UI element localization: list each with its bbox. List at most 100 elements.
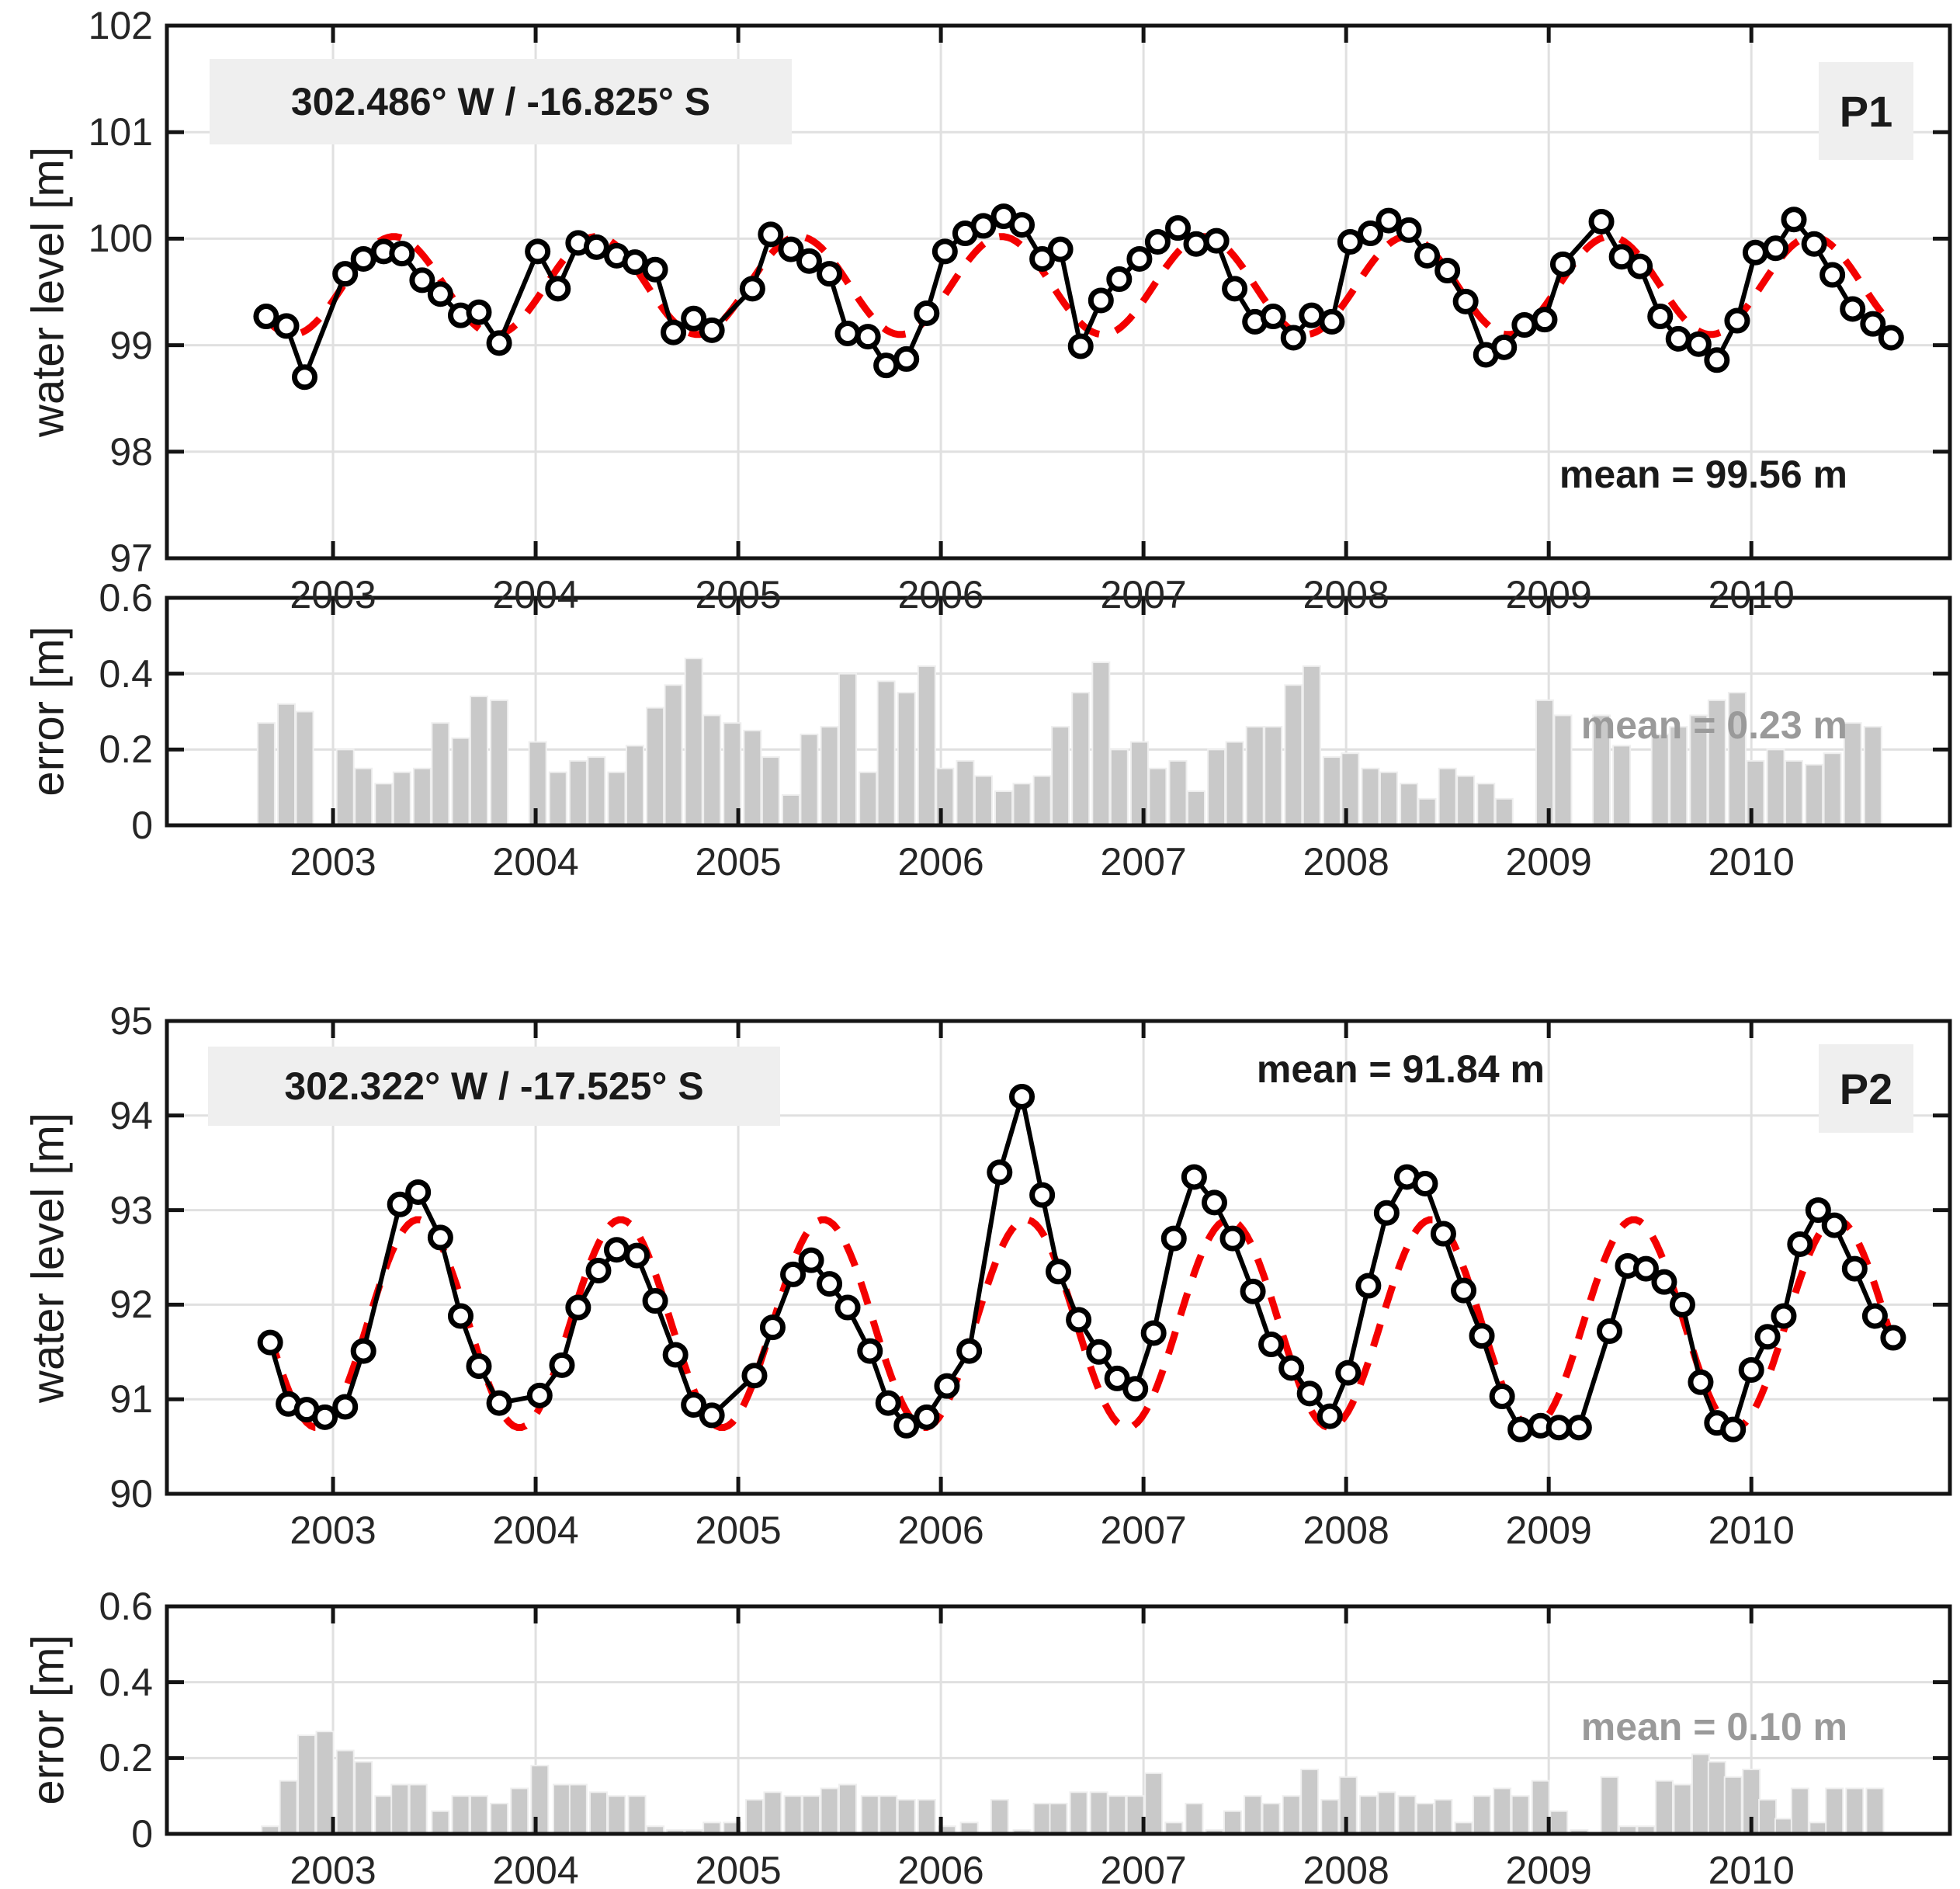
data-point-marker [956, 1338, 983, 1364]
error-bar [664, 684, 683, 826]
error-bar [1300, 1768, 1320, 1835]
data-point-marker [834, 321, 861, 347]
data-point-marker [1430, 1221, 1456, 1247]
data-point-marker [1126, 245, 1153, 272]
error-bar [390, 1783, 410, 1835]
p1-error-y-tick-label: 0 [131, 804, 153, 847]
data-point-marker [1335, 1359, 1362, 1386]
error-bar [917, 665, 936, 827]
p2-error-tick-marks [167, 1604, 1950, 1836]
error-bar [820, 1787, 839, 1835]
error-bar [1338, 1776, 1358, 1835]
p2-water-x-tick-label: 2003 [290, 1509, 376, 1552]
error-bar [1600, 1776, 1619, 1835]
data-point-marker [1469, 1323, 1495, 1349]
error-bar [374, 783, 394, 826]
data-point-marker [1337, 229, 1363, 255]
error-bar [297, 1734, 317, 1835]
data-point-marker [1821, 1212, 1847, 1238]
data-point-marker [741, 1363, 768, 1389]
p2-error-x-tick-label: 2007 [1100, 1849, 1187, 1889]
error-bar [548, 771, 567, 827]
p2-water-x-tick-label: 2010 [1708, 1509, 1795, 1552]
error-bar [897, 692, 916, 826]
data-point-marker [1545, 1415, 1572, 1441]
data-point-marker [1316, 1403, 1343, 1429]
p1-water-x-tick-label: 2009 [1505, 573, 1592, 616]
error-bar [1415, 1802, 1434, 1835]
error-bar [1207, 748, 1226, 826]
error-bar [838, 672, 858, 827]
error-bar [646, 707, 665, 826]
p2-water-x-tick-label: 2007 [1100, 1509, 1187, 1552]
data-point-marker [1627, 253, 1653, 280]
p1-error-y-axis-title: error [m] [23, 626, 74, 797]
data-point-marker [1704, 347, 1730, 373]
error-bar [956, 759, 975, 827]
p1-water-y-tick-label: 98 [109, 429, 153, 474]
error-bar [1261, 1802, 1281, 1835]
data-point-marker [1451, 1277, 1477, 1304]
data-point-marker [934, 1373, 960, 1399]
data-point-marker [987, 1159, 1013, 1186]
p2-error-y-tick-label: 0 [131, 1812, 153, 1856]
error-bar [763, 1791, 782, 1835]
error-bar [1185, 1802, 1204, 1835]
error-bar [1225, 741, 1244, 826]
data-point-marker [466, 1353, 492, 1380]
error-bar [761, 756, 780, 826]
data-point-marker [642, 1288, 668, 1314]
data-point-marker [1452, 288, 1479, 314]
data-point-marker [1222, 276, 1248, 302]
data-point-marker [389, 241, 415, 267]
error-bar [354, 1761, 373, 1835]
data-point-marker [857, 1338, 883, 1364]
data-point-marker [273, 313, 300, 339]
data-point-marker [1738, 1356, 1764, 1383]
error-bar [1223, 1810, 1242, 1835]
p1-error-tick-marks [167, 596, 1950, 828]
error-bar [1723, 1776, 1743, 1835]
p1-error-mean-label: mean = 0.23 m [1580, 703, 1847, 747]
p2-water-x-tick-label: 2005 [695, 1509, 782, 1552]
p2-mean-label: mean = 91.84 m [1256, 1047, 1545, 1091]
error-bar [1493, 1787, 1512, 1835]
error-bar [451, 1795, 470, 1835]
data-point-marker [447, 1303, 474, 1329]
data-point-marker [1647, 304, 1674, 330]
p2-error-x-tick-label: 2010 [1708, 1849, 1795, 1889]
error-bar [469, 695, 488, 827]
data-point-marker [681, 305, 707, 332]
data-point-marker [681, 1392, 707, 1418]
p1-y-axis-title: water level [m] [23, 147, 74, 437]
error-bar [1089, 1791, 1108, 1835]
data-point-marker [1183, 231, 1209, 257]
p1-error-y-tick-label: 0.4 [99, 651, 153, 696]
p1-water-x-tick-label: 2007 [1100, 573, 1187, 616]
p2-location-label: 302.322° W / -17.525° S [208, 1047, 780, 1126]
error-bar [1535, 699, 1554, 826]
p2-error-panel [165, 1604, 1952, 1836]
p1-error-x-tick-label: 2008 [1303, 840, 1389, 884]
error-bar [295, 710, 314, 826]
error-bar [1148, 767, 1167, 826]
data-point-marker [1651, 1269, 1677, 1295]
data-point-marker [603, 1237, 630, 1263]
data-point-marker [875, 1390, 901, 1416]
p1-water-x-tick-label: 2004 [492, 573, 579, 616]
error-bar [510, 1787, 529, 1835]
error-bar [1032, 1802, 1052, 1835]
p2-water-x-tick-label: 2004 [492, 1509, 579, 1552]
data-point-marker [1665, 325, 1691, 352]
error-bar [1434, 1799, 1453, 1835]
error-bar [917, 1799, 936, 1835]
error-bar [1358, 1795, 1378, 1835]
p2-water-x-tick-label: 2008 [1303, 1509, 1389, 1552]
p1-water-x-tick-label: 2008 [1303, 573, 1389, 616]
data-point-marker [1088, 287, 1114, 314]
error-bar [743, 729, 762, 827]
data-point-marker [931, 238, 958, 265]
p2-water-panel [165, 1019, 1952, 1496]
